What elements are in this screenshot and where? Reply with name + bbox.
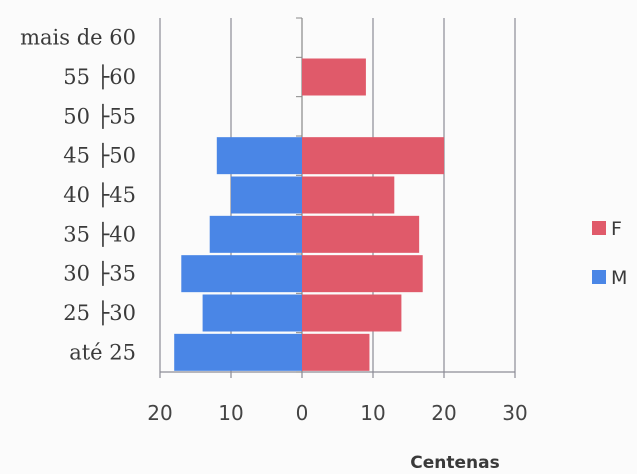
- x-tick-label: 0: [296, 401, 309, 425]
- bar-m: [231, 176, 302, 214]
- bar-m: [174, 333, 302, 371]
- bar-f: [302, 255, 423, 293]
- category-label: 35 ├40: [63, 221, 136, 247]
- x-tick-label: 20: [431, 401, 456, 425]
- bars: [174, 58, 444, 371]
- category-label: 50 ├55: [63, 103, 136, 129]
- bar-m: [202, 294, 302, 332]
- x-tick-label: 10: [218, 401, 243, 425]
- legend-label: M: [611, 267, 627, 289]
- bar-m: [209, 215, 302, 253]
- category-label: 30 ├35: [63, 261, 136, 287]
- category-label: mais de 60: [20, 26, 136, 50]
- legend-swatch: [592, 221, 606, 235]
- legend: FM: [592, 218, 627, 289]
- category-label: 40 ├45: [63, 182, 136, 208]
- bar-f: [302, 294, 402, 332]
- bar-m: [216, 137, 302, 175]
- x-axis: [159, 17, 516, 378]
- bar-f: [302, 137, 444, 175]
- legend-swatch: [592, 270, 606, 284]
- category-label: 25 ├30: [63, 300, 136, 326]
- category-label: até 25: [69, 340, 136, 364]
- x-tick-labels: 20 10 0 10 20 30: [147, 401, 527, 425]
- bar-f: [302, 215, 420, 253]
- bar-f: [302, 176, 395, 214]
- bar-f: [302, 58, 366, 96]
- category-label: 45 ├50: [63, 143, 136, 169]
- bar-f: [302, 333, 370, 371]
- bar-m: [181, 255, 302, 293]
- category-label: 55 ├60: [63, 64, 136, 90]
- x-axis-title: Centenas: [410, 453, 499, 473]
- legend-label: F: [611, 218, 622, 240]
- x-tick-label: 10: [360, 401, 385, 425]
- x-tick-label: 30: [502, 401, 527, 425]
- x-tick-label: 20: [147, 401, 172, 425]
- category-labels: até 25 25 ├30 30 ├35 35 ├40 40 ├45 45 ├50 50 ├…: [20, 26, 136, 365]
